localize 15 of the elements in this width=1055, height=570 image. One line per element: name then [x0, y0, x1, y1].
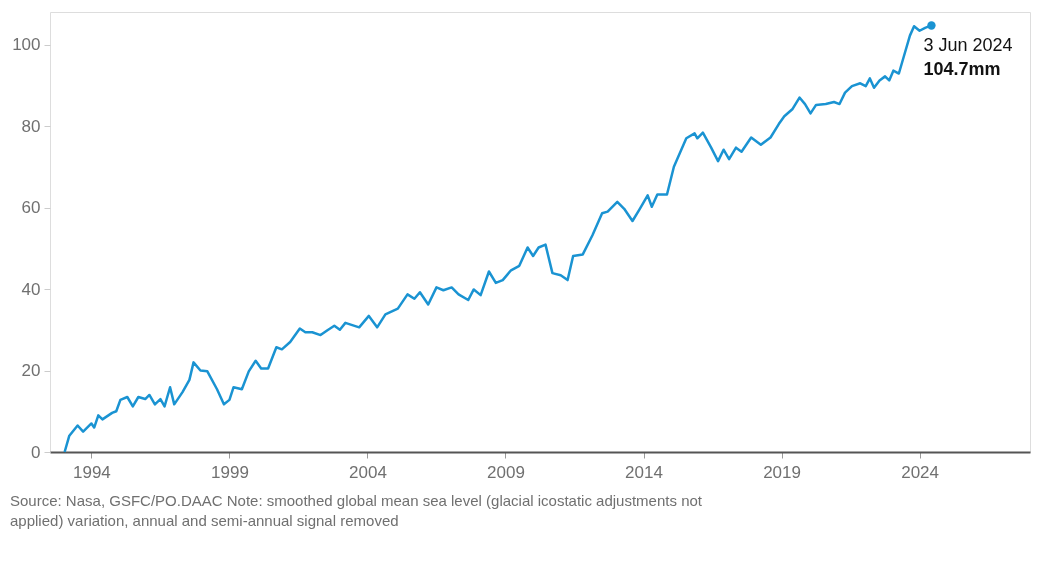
x-tick-label: 2019 — [763, 462, 801, 482]
x-tick-label: 2014 — [625, 462, 663, 482]
y-tick-label: 100 — [12, 35, 41, 55]
y-tick-label: 60 — [21, 198, 41, 218]
x-tick-label: 2009 — [487, 462, 525, 482]
x-tick-label: 1999 — [211, 462, 249, 482]
source-note: Source: Nasa, GSFC/PO.DAAC Note: smoothed global mean sea level (glacial icostatic adjustments not applied) variation, annual and semi-annual signal removed — [10, 492, 703, 529]
y-tick-label: 20 — [21, 361, 41, 381]
x-tick-label: 2024 — [901, 462, 939, 482]
x-tick-label: 1994 — [72, 462, 111, 482]
y-tick-label: 80 — [21, 116, 41, 136]
y-tick-label: 0 — [31, 442, 41, 462]
y-tick-label: 40 — [21, 279, 41, 299]
x-tick-label: 2004 — [349, 462, 387, 482]
annotation: 3 Jun 2024 104.7mm — [923, 35, 1013, 80]
